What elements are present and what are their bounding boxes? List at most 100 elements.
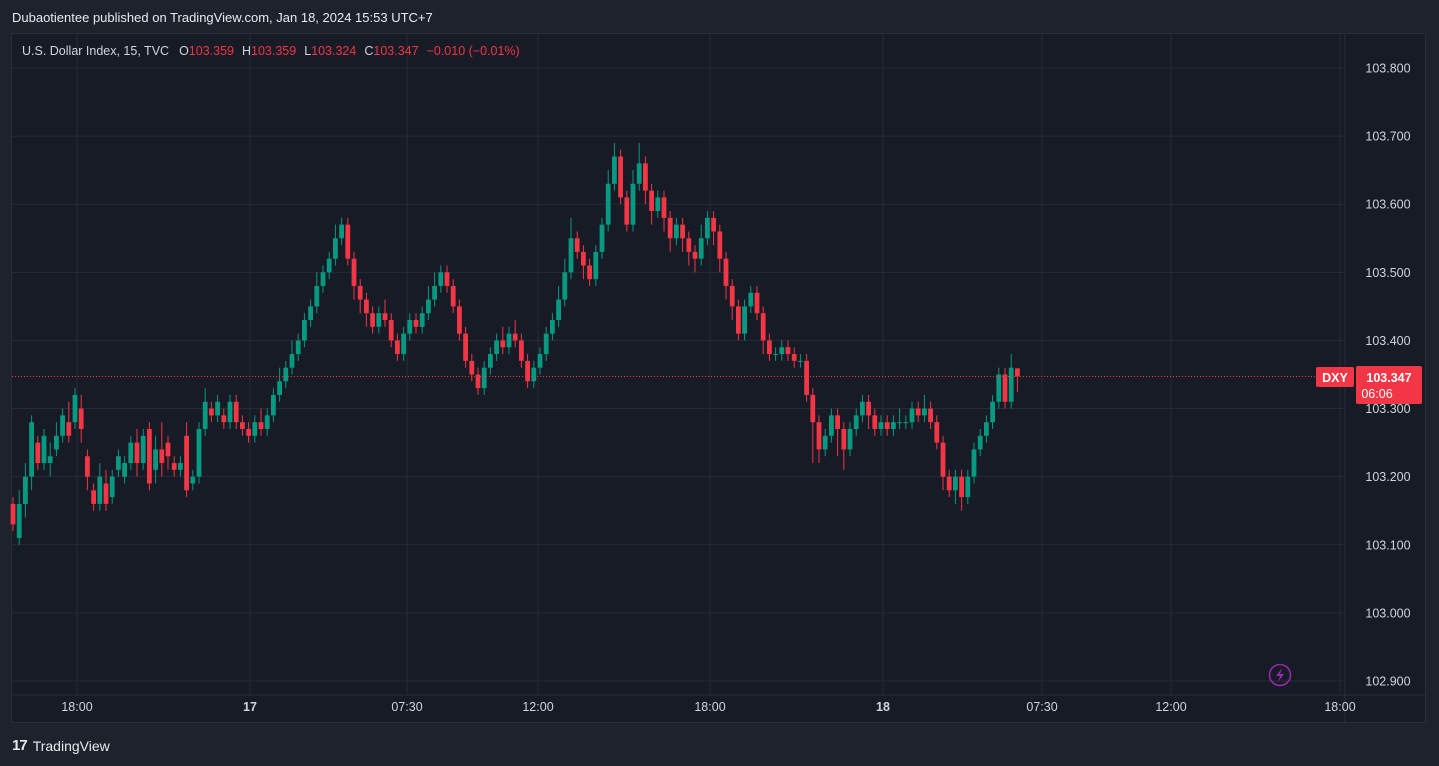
candle-body (574, 238, 580, 252)
candle-body (723, 258, 729, 286)
candle (729, 279, 735, 321)
candle-body (903, 422, 909, 424)
y-tick-label: 102.900 (1365, 675, 1410, 689)
candle (128, 435, 134, 470)
candle (500, 326, 506, 355)
time-axis[interactable]: 18:00 17 07:30 12:00 18:00 18 07:30 12:00 18:00 (61, 700, 1355, 714)
candle-body (804, 360, 809, 395)
candle-body (215, 401, 220, 416)
candle (959, 469, 964, 511)
candle-body (463, 333, 468, 361)
candle-body (674, 224, 679, 239)
candle-body (413, 320, 419, 327)
y-tick-label: 103.400 (1365, 334, 1410, 348)
candle (934, 415, 940, 450)
candle (109, 469, 115, 504)
candle (506, 326, 512, 355)
candle-body (872, 415, 878, 429)
candle (475, 367, 481, 395)
candle-body (643, 163, 648, 191)
open-label: O (179, 44, 189, 58)
candle (116, 449, 121, 477)
candle (283, 360, 289, 389)
candle-body (450, 285, 456, 307)
candle-body (481, 367, 487, 389)
candle-body (636, 163, 642, 184)
candle-body (388, 320, 394, 341)
candle-body (122, 463, 127, 477)
candle-body (531, 367, 537, 382)
symbol-legend: U.S. Dollar Index, 15, TVC O103.359 H103.3… (22, 44, 528, 58)
x-tick-label: 12:00 (522, 700, 553, 714)
candle-body (351, 258, 357, 286)
candle (215, 394, 220, 423)
candle (990, 394, 995, 429)
candle-body (302, 320, 307, 341)
candle-series (10, 142, 1020, 545)
candle (878, 415, 884, 436)
candle (47, 442, 53, 477)
candle-body (785, 347, 791, 355)
candle (376, 306, 382, 334)
high-label: H (241, 44, 252, 58)
open-value: 103.359 (188, 44, 234, 58)
candle-body (860, 401, 865, 416)
lightning-icon[interactable] (1268, 663, 1292, 687)
candle (779, 340, 785, 361)
candle-body (909, 408, 915, 423)
candle (618, 149, 623, 205)
ticker-badge-bg (1316, 367, 1354, 387)
candle-body (1002, 374, 1008, 402)
candle-body (940, 442, 946, 477)
candle (748, 285, 754, 314)
candle-body (326, 258, 332, 273)
candle-body (233, 401, 239, 423)
candle (246, 422, 251, 443)
candle (643, 156, 648, 205)
candle (686, 231, 692, 266)
candle (872, 408, 878, 436)
candle (91, 483, 96, 511)
candle-body (550, 320, 555, 334)
chart-panel[interactable] (11, 33, 1426, 723)
candle-body (165, 442, 171, 457)
candle-body (469, 360, 475, 375)
candle (853, 408, 859, 436)
candle-body (705, 217, 710, 239)
candle-body (878, 422, 884, 429)
candle (723, 251, 729, 300)
candle-body (543, 333, 549, 355)
candle-body (990, 401, 995, 423)
candle-body (66, 422, 72, 436)
candle (134, 428, 140, 477)
candle (692, 245, 698, 273)
price-axis[interactable]: 103.800 103.700 103.600 103.500 103.400 103.3… (1344, 34, 1411, 722)
candle (785, 340, 791, 361)
candle-body (612, 156, 617, 184)
candle-body (357, 285, 363, 300)
candle (556, 285, 561, 327)
candle (630, 170, 636, 232)
candle-body (178, 463, 183, 470)
low-label: L (304, 44, 312, 58)
candle-body (72, 394, 78, 423)
candle (419, 306, 425, 334)
candle-body (494, 340, 499, 355)
candle-body (345, 224, 351, 259)
candle-body (661, 197, 667, 218)
candle-body (754, 292, 760, 314)
candle (674, 217, 679, 246)
candle (568, 217, 574, 280)
candle-body (618, 156, 623, 198)
candle (760, 306, 766, 355)
candle (891, 415, 896, 436)
candle-body (91, 490, 96, 504)
candle (339, 217, 344, 246)
candle-body (922, 408, 927, 416)
candle-body (928, 408, 933, 423)
candle-body (953, 476, 958, 491)
tradingview-logo[interactable]: 17 TradingView (12, 737, 110, 754)
candle (667, 211, 673, 252)
candle (432, 272, 437, 307)
